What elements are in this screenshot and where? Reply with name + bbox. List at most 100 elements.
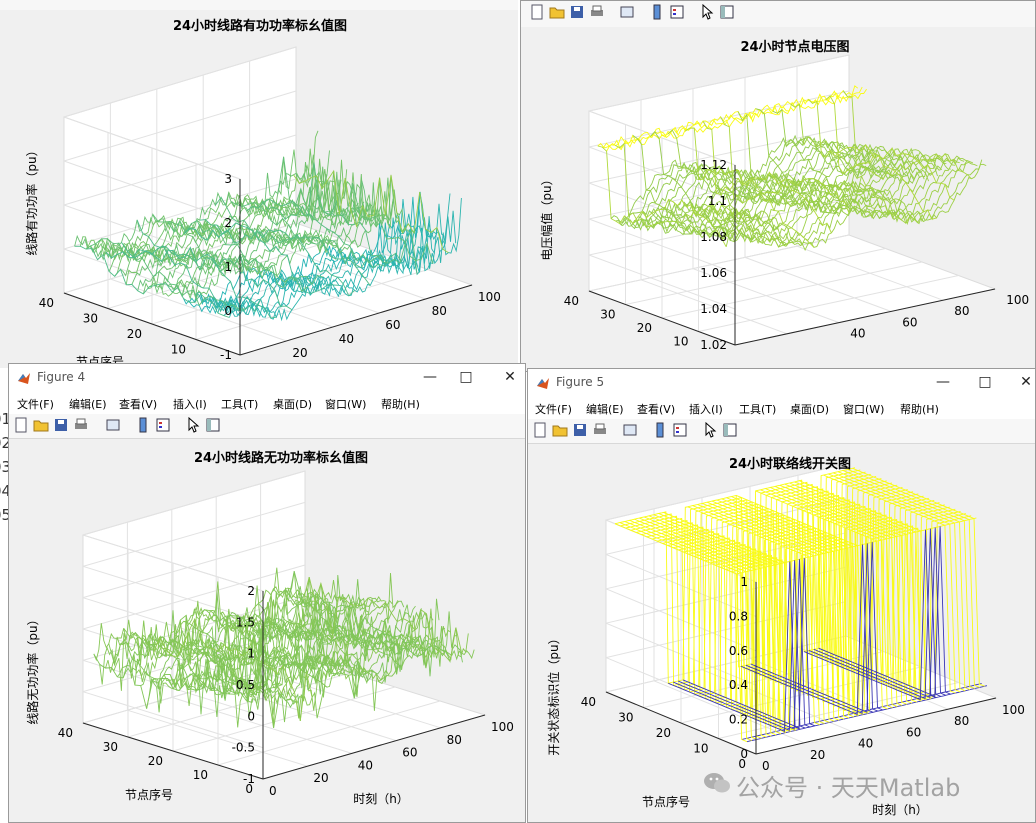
- close-icon[interactable]: ✕: [1020, 374, 1032, 390]
- menu-item[interactable]: 插入(I): [689, 403, 723, 416]
- surface-line: [755, 108, 885, 215]
- surface-line: [667, 129, 797, 248]
- surface-line: [837, 471, 971, 691]
- toolbar: [528, 419, 1035, 444]
- minimize-icon[interactable]: —: [423, 369, 437, 385]
- legend-icon[interactable]: [155, 417, 172, 434]
- menu-item[interactable]: 插入(I): [173, 398, 207, 411]
- menu-item[interactable]: 窗口(W): [843, 403, 885, 416]
- save-icon[interactable]: [569, 4, 586, 21]
- axis-edges: [63, 179, 473, 356]
- figure-window-5[interactable]: Figure 5 — □ ✕ 文件(F) 编辑(E) 查看(V) 插入(I) 工具(T)…: [527, 368, 1036, 823]
- menu-item[interactable]: 编辑(E): [69, 398, 107, 411]
- open-folder-icon[interactable]: [552, 422, 569, 439]
- menu-item[interactable]: 查看(V): [119, 398, 158, 411]
- strip-text: 03: [0, 458, 12, 476]
- surface-line: [293, 169, 449, 253]
- menu-item[interactable]: 编辑(E): [586, 403, 624, 416]
- plot-title: 24小时联络线开关图: [729, 456, 851, 472]
- new-icon[interactable]: [13, 417, 30, 434]
- legend-icon[interactable]: [672, 422, 689, 439]
- surface-line: [688, 497, 929, 715]
- property-editor-icon[interactable]: [719, 4, 736, 21]
- window-title: Figure 4: [37, 370, 86, 384]
- figure-window-4[interactable]: Figure 4 — □ ✕ 文件(F) 编辑(E) 查看(V) 插入(I) 工具(T)…: [8, 363, 526, 823]
- surface-line: [246, 198, 402, 269]
- close-icon[interactable]: ✕: [504, 369, 516, 385]
- axis-edges: [588, 165, 996, 346]
- maximize-icon[interactable]: □: [978, 374, 992, 390]
- menu-item[interactable]: 文件(F): [535, 403, 572, 416]
- colorbar-icon[interactable]: [649, 4, 666, 21]
- menu-item[interactable]: 工具(T): [221, 398, 259, 411]
- menu-item[interactable]: 查看(V): [637, 403, 676, 416]
- new-icon[interactable]: [532, 422, 549, 439]
- plot-title: 24小时线路有功功率标幺值图: [173, 18, 347, 34]
- surface-line: [650, 143, 912, 236]
- plot-area[interactable]: 3 2 1 0 -1 40 30 20 10 20 40 60 80 100 24小时线路有功功率标幺值图线…: [0, 10, 518, 368]
- surface-line: [803, 529, 937, 701]
- plot-area[interactable]: 1 0.8 0.6 0.4 0.2 0 40 30 20 10 0 0 20 40 60 80 100 24小时联…: [528, 444, 1035, 822]
- x-tick-label: 100: [478, 290, 501, 304]
- maximize-icon[interactable]: □: [459, 369, 473, 385]
- surface-line: [211, 203, 445, 317]
- print-icon[interactable]: [73, 417, 90, 434]
- print-icon[interactable]: [592, 422, 609, 439]
- plot-area[interactable]: 1.12 1.1 1.08 1.06 1.04 1.02 40 30 20 10 40 60 80 100…: [521, 27, 1035, 371]
- x-tick-label: 100: [1006, 293, 1029, 307]
- menu-item[interactable]: 桌面(D): [273, 398, 313, 411]
- surface-line: [194, 213, 428, 313]
- x-tick-label: 80: [954, 714, 969, 728]
- minimize-icon[interactable]: —: [936, 374, 950, 390]
- legend-icon[interactable]: [669, 4, 686, 21]
- surface-line: [273, 588, 433, 675]
- z-tick-label: 1.12: [700, 158, 727, 172]
- surface-line: [677, 559, 811, 730]
- surface-line: [770, 487, 903, 706]
- titlebar[interactable]: Figure 5 — □ ✕: [528, 369, 1035, 397]
- z-tick-label: 2: [224, 216, 232, 230]
- z-tick-label: 1.04: [700, 302, 727, 316]
- pointer-icon[interactable]: [699, 3, 716, 21]
- link-plot-icon[interactable]: [619, 4, 636, 21]
- open-folder-icon[interactable]: [33, 417, 50, 434]
- titlebar[interactable]: Figure 4 — □ ✕: [9, 364, 525, 392]
- menu-item[interactable]: 帮助(H): [381, 398, 420, 411]
- pointer-icon[interactable]: [185, 416, 202, 434]
- save-icon[interactable]: [572, 422, 589, 439]
- surface-line: [720, 116, 850, 214]
- surface-line: [222, 628, 445, 710]
- x-tick-label: 40: [339, 332, 354, 346]
- open-folder-icon[interactable]: [549, 4, 566, 21]
- surface-line: [818, 526, 951, 697]
- colorbar-icon[interactable]: [135, 417, 152, 434]
- surface-plot[interactable]: 1.12 1.1 1.08 1.06 1.04 1.02 40 30 20 10 40 60 80 100…: [521, 27, 1035, 371]
- plot-area[interactable]: 2 1.5 1 0.5 0 -0.5 -1 40 30 20 10 0 0 20 40 60 80 100 24小时…: [9, 439, 525, 822]
- figure-window-node-voltage[interactable]: 1.12 1.1 1.08 1.06 1.04 1.02 40 30 20 10 40 60 80 100…: [520, 0, 1036, 372]
- surface-line: [765, 488, 898, 708]
- link-plot-icon[interactable]: [622, 422, 639, 439]
- save-icon[interactable]: [53, 417, 70, 434]
- print-icon[interactable]: [589, 4, 606, 21]
- surface-line: [153, 617, 313, 721]
- menu-item[interactable]: 文件(F): [17, 398, 54, 411]
- menu-item[interactable]: 桌面(D): [790, 403, 830, 416]
- y-tick-label: 0: [738, 757, 746, 771]
- surface: [93, 567, 475, 728]
- menu-item[interactable]: 工具(T): [739, 403, 777, 416]
- figure-window-line-active-power[interactable]: 3 2 1 0 -1 40 30 20 10 20 40 60 80 100 24小时线路有功功率标幺值图线…: [0, 0, 518, 368]
- property-editor-icon[interactable]: [722, 422, 739, 439]
- property-editor-icon[interactable]: [205, 417, 222, 434]
- menu-item[interactable]: 帮助(H): [900, 403, 939, 416]
- surface-line: [807, 98, 937, 220]
- pointer-icon[interactable]: [702, 421, 719, 439]
- menu-item[interactable]: 窗口(W): [325, 398, 367, 411]
- link-plot-icon[interactable]: [105, 417, 122, 434]
- colorbar-icon[interactable]: [652, 422, 669, 439]
- x-tick-label: 100: [491, 720, 514, 734]
- surface-line: [636, 475, 877, 693]
- new-icon[interactable]: [529, 4, 546, 21]
